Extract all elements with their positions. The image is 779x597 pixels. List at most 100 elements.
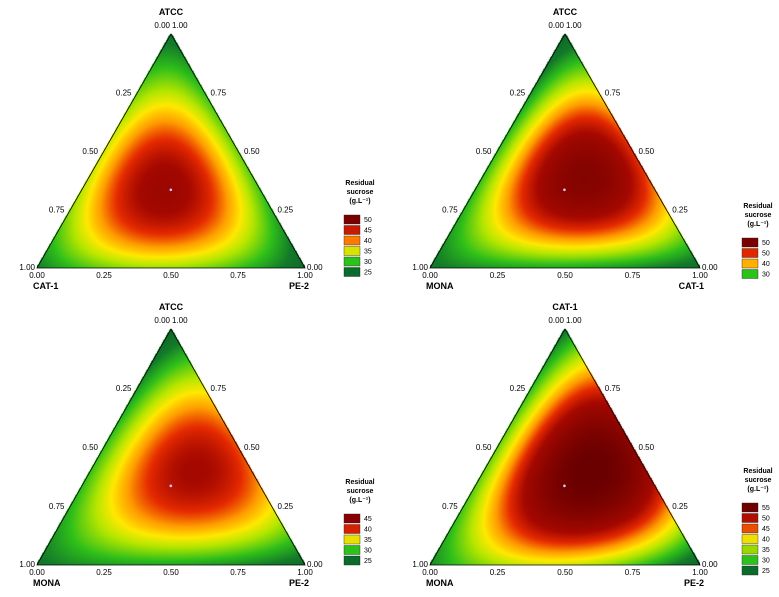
left-tick-label: 0.50: [82, 147, 98, 156]
left-tick-label: 1.00: [19, 263, 35, 272]
vertex-label-right: PE-2: [289, 578, 309, 588]
legend-level-label: 35: [762, 547, 770, 554]
vertex-label-left: MONA: [426, 578, 454, 588]
bottom-tick-label: 1.00: [297, 271, 313, 280]
legend-level-label: 50: [364, 217, 372, 224]
design-point: [169, 188, 173, 192]
legend-swatch: [343, 545, 361, 555]
left-tick-label: 0.75: [442, 206, 458, 215]
vertex-label-top: ATCC: [553, 7, 578, 17]
bottom-tick-label: 0.50: [557, 568, 573, 577]
right-tick-label: 0.75: [605, 89, 621, 98]
legend-swatch: [741, 502, 759, 513]
left-tick-label: 0.25: [510, 384, 526, 393]
legend-level-label: 50: [762, 516, 770, 523]
left-tick-label: 0.25: [510, 89, 526, 98]
legend-level-label: 45: [364, 516, 372, 523]
left-tick-label: 0.25: [116, 89, 132, 98]
bottom-tick-label: 0.50: [557, 271, 573, 280]
legend-swatch: [343, 267, 361, 277]
left-tick-label: 0.00: [548, 21, 564, 30]
right-tick-label: 0.50: [244, 443, 260, 452]
bottom-tick-label: 0.50: [163, 271, 179, 280]
right-tick-label: 1.00: [566, 316, 582, 325]
legend-swatch: [343, 534, 361, 545]
vertex-label-left: CAT-1: [33, 281, 58, 291]
right-tick-label: 0.25: [672, 206, 688, 215]
legend-title-line: (g.L⁻¹): [747, 486, 768, 493]
legend-swatch: [343, 555, 361, 566]
legend-swatch: [741, 513, 759, 523]
bottom-tick-label: 0.75: [625, 568, 641, 577]
vertex-label-right: PE-2: [684, 578, 704, 588]
legend-level-label: 40: [762, 261, 770, 268]
legend-level-label: 40: [762, 537, 770, 544]
ternary-heatmap-surface-3: [37, 329, 305, 565]
bottom-tick-label: 0.75: [230, 568, 246, 577]
left-tick-label: 0.50: [476, 147, 492, 156]
legend-swatch: [741, 565, 759, 576]
right-tick-label: 0.00: [702, 263, 718, 272]
bottom-tick-label: 0.00: [422, 271, 438, 280]
right-tick-label: 0.50: [639, 443, 655, 452]
right-tick-label: 1.00: [566, 21, 582, 30]
left-tick-label: 0.00: [548, 316, 564, 325]
legend-title-line: sucrose: [745, 477, 772, 484]
vertex-label-left: MONA: [426, 281, 454, 291]
legend-swatch: [343, 225, 361, 235]
right-tick-label: 1.00: [172, 316, 188, 325]
legend-level-label: 45: [364, 228, 372, 235]
right-tick-label: 0.75: [211, 384, 227, 393]
legend-swatch: [343, 513, 361, 524]
bottom-tick-label: 0.00: [29, 568, 45, 577]
legend-level-label: 35: [364, 249, 372, 256]
legend-level-label: 40: [364, 238, 372, 245]
legend-swatch: [741, 248, 759, 258]
legend-level-label: 40: [364, 527, 372, 534]
right-tick-label: 0.00: [307, 560, 323, 569]
vertex-label-right: CAT-1: [679, 281, 704, 291]
legend-title-line: Residual: [743, 203, 772, 210]
bottom-tick-label: 0.00: [29, 271, 45, 280]
bottom-tick-label: 0.25: [96, 568, 112, 577]
legend-level-label: 30: [364, 548, 372, 555]
right-tick-label: 0.00: [702, 560, 718, 569]
legend-level-label: 25: [364, 270, 372, 277]
legend-swatch: [741, 523, 759, 534]
triangle-outline: [429, 33, 701, 269]
left-tick-label: 0.00: [154, 21, 170, 30]
vertex-label-left: MONA: [33, 578, 61, 588]
legend-title-line: (g.L⁻¹): [747, 221, 768, 228]
bottom-tick-label: 0.25: [490, 568, 506, 577]
legend-title-line: Residual: [743, 468, 772, 475]
legend-level-label: 30: [762, 558, 770, 565]
left-tick-label: 1.00: [412, 560, 428, 569]
legend-title-line: Residual: [345, 180, 374, 187]
vertex-label-top: ATCC: [159, 7, 184, 17]
vertex-label-top: ATCC: [159, 302, 184, 312]
legend-swatch: [343, 524, 361, 534]
left-tick-label: 0.50: [82, 443, 98, 452]
legend-swatch: [741, 237, 759, 248]
bottom-tick-label: 0.00: [422, 568, 438, 577]
left-tick-label: 0.25: [116, 384, 132, 393]
triangle-outline: [36, 328, 306, 566]
legend-level-label: 35: [364, 537, 372, 544]
right-tick-label: 0.75: [605, 384, 621, 393]
left-tick-label: 1.00: [412, 263, 428, 272]
bottom-tick-label: 0.75: [230, 271, 246, 280]
legend-level-label: 55: [762, 505, 770, 512]
bottom-tick-label: 1.00: [692, 271, 708, 280]
legend-title-line: sucrose: [347, 189, 374, 196]
legend-level-label: 30: [762, 272, 770, 279]
legend-swatch: [741, 544, 759, 555]
left-tick-label: 0.50: [476, 443, 492, 452]
triangle-outline: [36, 33, 306, 269]
left-tick-label: 0.75: [49, 206, 65, 215]
legend-level-label: 25: [364, 558, 372, 565]
bottom-tick-label: 1.00: [297, 568, 313, 577]
legend-level-label: 25: [762, 568, 770, 575]
ternary-heatmap-surface-1: [37, 34, 305, 268]
right-tick-label: 0.50: [639, 147, 655, 156]
